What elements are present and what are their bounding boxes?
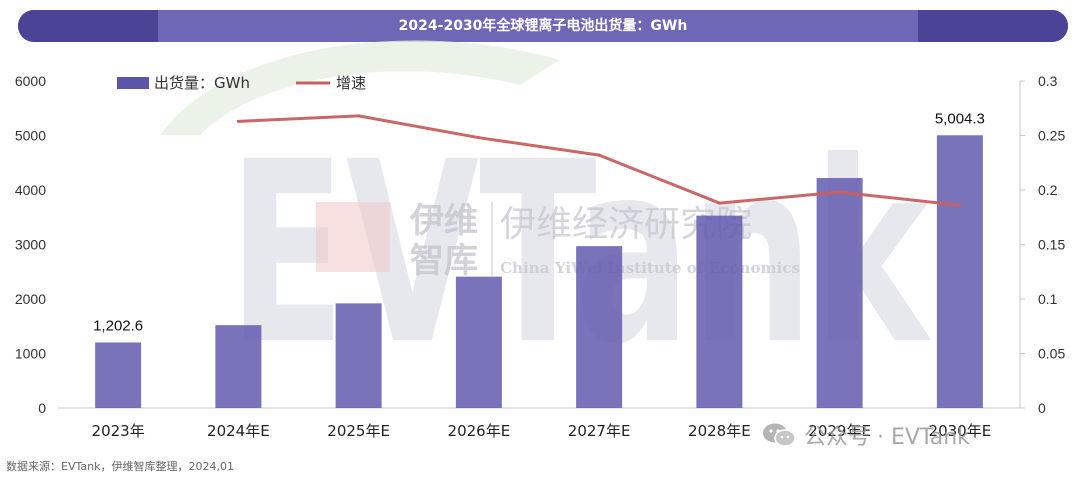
wechat-watermark: 公众号 · EVTank — [762, 420, 970, 450]
bar — [95, 342, 142, 408]
watermark-swoosh — [160, 40, 560, 135]
title-bar-middle-segment — [158, 10, 918, 42]
right-axis-tick-label: 0.25 — [1038, 128, 1065, 144]
watermark-institute-en: China YiWei Institute of Economics — [500, 259, 800, 277]
right-axis-tick-label: 0.3 — [1038, 73, 1058, 89]
left-axis-tick-label: 5000 — [15, 128, 46, 144]
growth-point — [357, 114, 361, 118]
wechat-icon — [762, 422, 796, 448]
title-bar-left-segment — [18, 10, 158, 42]
bar — [816, 178, 863, 408]
watermark-short-2: 智库 — [410, 241, 478, 281]
right-axis-tick-label: 0.05 — [1038, 346, 1065, 362]
wechat-watermark-text: 公众号 · EVTank — [804, 425, 970, 450]
x-axis-tick-label: 2029年E — [808, 422, 871, 440]
x-axis-tick-label: 2028年E — [688, 422, 751, 440]
growth-point — [597, 153, 601, 157]
left-axis-tick-label: 3000 — [15, 237, 46, 253]
growth-point — [958, 203, 962, 207]
growth-point — [838, 190, 842, 194]
chart-title: 2024-2030年全球锂离子电池出货量：GWh — [398, 18, 688, 34]
title-bar: 2024-2030年全球锂离子电池出货量：GWh — [18, 10, 1068, 42]
x-axis-tick-label: 2023年 — [92, 422, 145, 440]
data-label: 5,004.3 — [935, 110, 985, 127]
right-axis-tick-label: 0.1 — [1038, 291, 1058, 307]
growth-point — [236, 119, 240, 123]
bar — [936, 135, 983, 408]
growth-point — [477, 136, 481, 140]
bar — [576, 246, 623, 408]
x-axis-tick-label: 2025年E — [327, 422, 390, 440]
right-axis-tick-label: 0.2 — [1038, 182, 1058, 198]
right-axis-tick-label: 0.15 — [1038, 237, 1065, 253]
growth-point — [717, 201, 721, 205]
x-axis-tick-label: 2024年E — [207, 422, 270, 440]
bar — [335, 303, 382, 408]
data-label: 1,202.6 — [93, 317, 143, 334]
legend-line-label: 增速 — [336, 74, 366, 92]
bar — [215, 325, 262, 408]
watermark-short-1: 伊维 — [409, 201, 478, 241]
legend-bar-swatch — [117, 77, 149, 89]
bar — [696, 215, 743, 408]
left-axis-tick-label: 4000 — [15, 182, 46, 198]
left-axis-tick-label: 6000 — [15, 73, 46, 89]
bar — [455, 276, 502, 408]
legend-bar-label: 出货量：GWh — [154, 74, 250, 92]
x-axis-tick-label: 2027年E — [568, 422, 631, 440]
left-axis-tick-label: 1000 — [15, 346, 46, 362]
watermark-seal — [316, 202, 390, 272]
left-axis-tick-label: 2000 — [15, 291, 46, 307]
x-axis-tick-label: 2026年E — [448, 422, 511, 440]
title-bar-right-segment — [918, 10, 1068, 42]
x-axis-tick-label: 2030年E — [929, 422, 992, 440]
left-axis-tick-label: 0 — [38, 400, 46, 416]
right-axis-tick-label: 0 — [1038, 400, 1046, 416]
source-note: 数据来源：EVTank，伊维智库整理，2024,01 — [6, 460, 234, 473]
